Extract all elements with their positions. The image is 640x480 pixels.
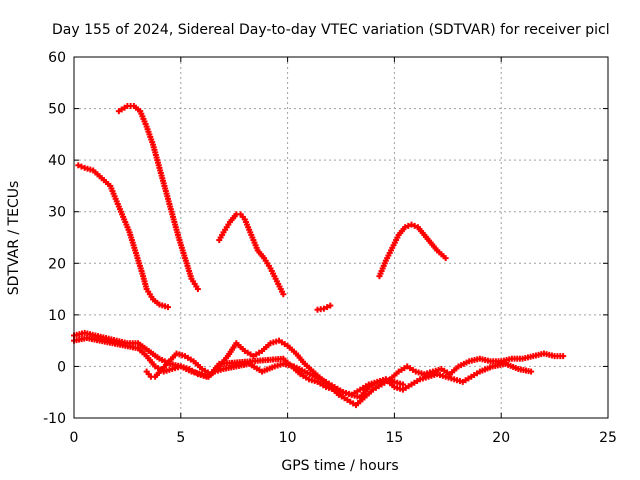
data-points xyxy=(71,102,567,409)
x-tick-label: 0 xyxy=(70,430,79,446)
y-axis-label: SDTVAR / TECUs xyxy=(6,181,22,296)
data-point xyxy=(126,229,139,254)
data-point xyxy=(370,383,382,393)
data-point xyxy=(258,342,272,354)
data-point xyxy=(273,278,286,295)
data-point xyxy=(233,340,246,353)
data-point xyxy=(408,221,418,229)
x-tick-label: 25 xyxy=(599,430,617,446)
y-tick-label: 60 xyxy=(48,50,66,66)
x-tick-label: 15 xyxy=(385,430,403,446)
data-point xyxy=(560,353,567,360)
data-point xyxy=(75,162,85,170)
data-point xyxy=(293,350,306,365)
data-point xyxy=(459,375,472,385)
data-point xyxy=(446,365,460,378)
data-point xyxy=(466,356,481,365)
y-tick-label: 10 xyxy=(48,308,66,324)
data-point xyxy=(164,304,171,311)
data-point xyxy=(427,239,439,252)
data-point xyxy=(156,164,169,192)
data-point xyxy=(190,358,204,371)
x-tick-label: 10 xyxy=(279,430,297,446)
data-point xyxy=(113,198,126,218)
data-point xyxy=(519,353,534,362)
y-tick-label: 50 xyxy=(48,102,66,118)
x-axis-label: GPS time / hours xyxy=(281,458,398,474)
data-point xyxy=(331,386,344,395)
data-point xyxy=(476,364,494,375)
data-point xyxy=(175,234,188,259)
data-point xyxy=(132,249,145,275)
data-point xyxy=(194,286,201,293)
data-point xyxy=(152,352,178,380)
data-point xyxy=(137,108,149,128)
data-point xyxy=(455,359,470,370)
data-point xyxy=(96,337,113,346)
data-point xyxy=(301,368,316,379)
data-point xyxy=(297,371,310,381)
data-point xyxy=(280,355,293,368)
y-tick-label: 0 xyxy=(57,359,66,375)
data-point xyxy=(267,265,279,282)
data-point xyxy=(71,330,86,339)
data-point xyxy=(143,353,157,368)
data-point xyxy=(476,355,491,364)
data-point xyxy=(417,374,429,383)
data-point xyxy=(408,378,421,388)
y-tick-label: 30 xyxy=(48,205,66,221)
data-point xyxy=(540,350,555,359)
chart-title: Day 155 of 2024, Sidereal Day-to-day VTE… xyxy=(52,22,610,38)
y-tick-label: 20 xyxy=(48,256,66,272)
data-point xyxy=(261,255,272,269)
y-tick-label: 40 xyxy=(48,153,66,169)
data-point xyxy=(135,345,148,358)
data-point xyxy=(254,247,266,260)
data-point xyxy=(139,270,149,290)
data-point xyxy=(489,361,506,370)
data-point xyxy=(438,366,451,376)
data-point xyxy=(150,141,162,169)
data-point xyxy=(122,342,139,351)
x-tick-label: 20 xyxy=(492,430,510,446)
data-point xyxy=(442,255,449,262)
data-point xyxy=(348,388,361,398)
data-point xyxy=(109,340,126,349)
data-point xyxy=(162,188,175,215)
y-tick-label: -10 xyxy=(43,411,66,427)
data-point xyxy=(402,222,412,231)
data-point xyxy=(280,291,287,298)
data-point xyxy=(284,342,298,355)
data-point xyxy=(357,386,371,401)
x-tick-label: 5 xyxy=(176,430,185,446)
data-point xyxy=(382,247,394,264)
data-point xyxy=(216,355,284,367)
data-point xyxy=(399,381,406,388)
data-point xyxy=(327,302,334,309)
data-point xyxy=(169,211,181,238)
data-point xyxy=(143,286,155,300)
data-point xyxy=(312,373,327,384)
data-point xyxy=(224,342,238,360)
data-point xyxy=(182,255,194,280)
plot-frame xyxy=(73,56,609,419)
data-point xyxy=(515,366,532,375)
data-point xyxy=(530,351,545,360)
data-point xyxy=(120,213,132,233)
data-point xyxy=(98,175,112,187)
data-point xyxy=(528,368,535,375)
data-point xyxy=(344,396,357,407)
data-point xyxy=(314,306,324,313)
data-point xyxy=(241,216,252,231)
data-point xyxy=(487,358,502,365)
data-point xyxy=(320,304,331,312)
